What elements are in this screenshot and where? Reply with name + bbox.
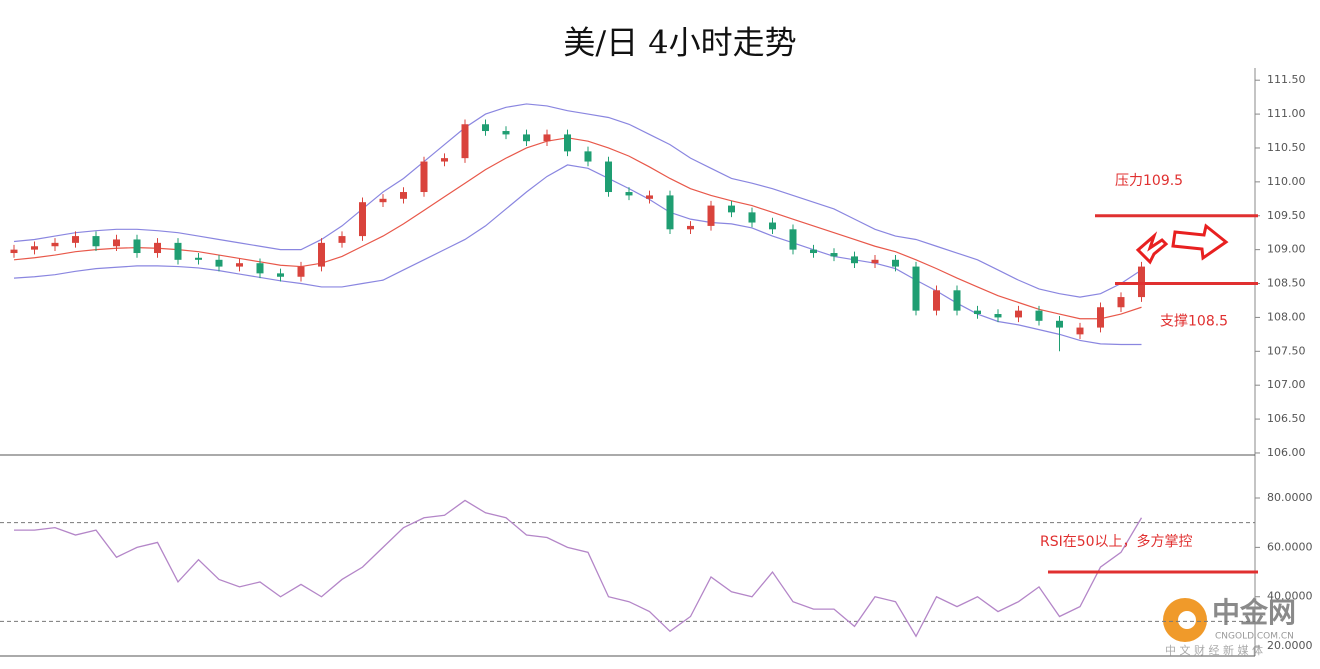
band-upper — [13, 103, 1142, 298]
candle-body — [379, 198, 387, 203]
logo-site: CNGOLD.COM.CN — [1215, 632, 1294, 642]
candle-body — [154, 242, 161, 254]
candle-body — [1117, 297, 1125, 308]
candle-body — [707, 205, 715, 226]
candle-body — [625, 192, 633, 196]
y-tick-label: 111.50 — [1267, 73, 1306, 86]
candle-body — [953, 290, 961, 311]
candle-body — [769, 222, 776, 230]
candle-body — [1076, 327, 1084, 335]
candle-body — [564, 134, 571, 152]
band-lower — [13, 164, 1142, 346]
candle-body — [92, 236, 100, 247]
candle-body — [482, 124, 489, 132]
candle-body — [359, 202, 366, 237]
candle-body — [51, 242, 59, 247]
band-middle — [13, 137, 1142, 320]
candle-body — [789, 229, 797, 250]
candle-body — [318, 242, 325, 267]
candle-body — [113, 239, 120, 247]
candle-body — [400, 192, 407, 199]
level-label: RSI在50以上，多方掌控 — [1040, 533, 1193, 550]
chart-title: 美/日 4小时走势 — [563, 24, 796, 62]
candle-body — [728, 205, 735, 213]
candle-body — [748, 212, 756, 223]
candle-body — [523, 134, 530, 142]
candle-body — [912, 266, 920, 311]
candle-body — [215, 259, 223, 267]
candle-body — [256, 263, 264, 274]
y-tick-label: 110.00 — [1267, 175, 1306, 188]
logo-tagline: 中 文 财 经 新 媒 体 — [1165, 643, 1263, 657]
watermark: 中金网 CNGOLD.COM.CN 中 文 财 经 新 媒 体 — [1163, 596, 1296, 657]
candle-body — [810, 249, 817, 254]
y-tick-label: 110.50 — [1267, 141, 1306, 154]
y-tick-label: 106.00 — [1267, 446, 1306, 459]
candle-body — [933, 290, 940, 311]
level-label: 压力109.5 — [1115, 173, 1183, 189]
candle-body — [605, 161, 612, 193]
candle-body — [871, 259, 879, 264]
candle-body — [646, 195, 653, 199]
logo-name: 中金网 — [1212, 596, 1296, 629]
y-tick-label: 60.0000 — [1267, 540, 1313, 553]
y-tick-label: 109.50 — [1267, 209, 1306, 222]
candle-body — [1035, 310, 1043, 321]
candle-body — [830, 253, 838, 257]
candle-body — [277, 273, 284, 277]
candle-body — [851, 256, 858, 264]
y-tick-label: 108.50 — [1267, 277, 1306, 290]
candle-body — [1138, 266, 1145, 298]
candle-body — [461, 124, 469, 159]
y-tick-label: 108.00 — [1267, 310, 1306, 323]
arrow-right — [1171, 223, 1229, 261]
candle-body — [133, 239, 141, 254]
candle-body — [338, 236, 346, 243]
candle-body — [687, 225, 694, 230]
y-tick-label: 40.0000 — [1267, 590, 1313, 603]
y-tick-label: 107.50 — [1267, 344, 1306, 357]
candle-body — [974, 310, 981, 315]
y-tick-label: 106.50 — [1267, 412, 1306, 425]
candle-body — [236, 263, 243, 267]
arrows — [1135, 223, 1229, 265]
arrow-up — [1135, 231, 1169, 265]
y-tick-label: 80.0000 — [1267, 491, 1313, 504]
candle-body — [666, 195, 674, 230]
candle-body — [1056, 320, 1063, 328]
rsi-line — [14, 499, 1143, 638]
candle-body — [441, 158, 448, 162]
candle-body — [195, 257, 202, 260]
candle-body — [174, 242, 182, 260]
y-tick-label: 107.00 — [1267, 378, 1306, 391]
candle-body — [994, 314, 1002, 318]
candle-body — [72, 236, 79, 243]
y-tick-label: 111.00 — [1267, 107, 1306, 120]
candle-body — [584, 151, 592, 162]
level-label: 支撑108.5 — [1160, 314, 1228, 330]
logo-inner — [1178, 611, 1196, 629]
candle-body — [543, 134, 551, 142]
candle-body — [502, 131, 510, 135]
candle-body — [297, 266, 305, 277]
candle-body — [10, 249, 18, 254]
candle-body — [1097, 307, 1104, 328]
candle-body — [892, 259, 899, 267]
candle-body — [31, 246, 38, 250]
y-tick-label: 109.00 — [1267, 243, 1306, 256]
candle-body — [420, 161, 428, 193]
y-tick-label: 20.0000 — [1267, 639, 1313, 652]
candle-body — [1015, 310, 1022, 318]
